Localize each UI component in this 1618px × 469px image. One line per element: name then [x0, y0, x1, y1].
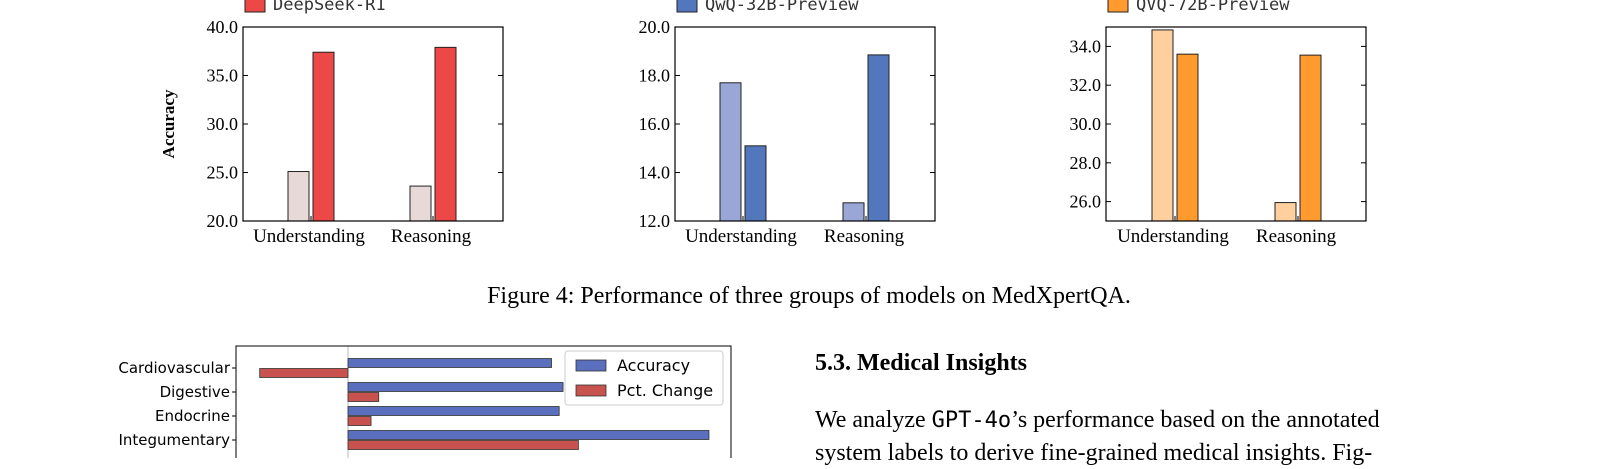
section-paragraph: We analyze GPT-4o’s performance based on…	[815, 404, 1475, 469]
chart-legend: QVQ-72B-Preview	[1107, 0, 1290, 15]
y-tick-label: 18.0	[639, 66, 671, 86]
section-title: 5.3. Medical Insights	[815, 350, 1028, 376]
chart-legend: Accuracy Pct. Change	[564, 350, 724, 406]
hbar-integumentary-accuracy	[347, 430, 710, 440]
chart-legend: DeepSeek-R1	[244, 0, 386, 15]
x-tick-label: Understanding	[253, 226, 365, 247]
bar-chart-2: QwQ-32B-Preview 12.0 14.0 16.0 18.0 20.0 Under…	[639, 0, 936, 247]
legend-swatch	[575, 384, 607, 397]
y-tick-label: 25.0	[207, 163, 239, 183]
y-tick-label: 20.0	[639, 17, 671, 37]
bar-reasoning-model	[1299, 54, 1322, 222]
legend-swatch	[1107, 0, 1129, 13]
y-tick-label: 40.0	[207, 17, 239, 37]
bar-reasoning-base	[842, 202, 865, 222]
paragraph-text-start: We analyze	[815, 407, 932, 433]
bar-reasoning-model	[434, 46, 457, 222]
y-tick-label: 26.0	[1070, 192, 1102, 212]
bar-reasoning-base	[409, 185, 432, 222]
y-tick-label: 28.0	[1070, 153, 1102, 173]
hbar-digestive-pct-change	[347, 392, 380, 402]
hbar-digestive-accuracy	[347, 382, 564, 392]
category-label: Endocrine	[155, 407, 230, 425]
plot-frame	[235, 345, 732, 458]
plot-frame	[1105, 26, 1367, 222]
figure-caption: Figure 4: Performance of three groups of…	[487, 283, 1131, 309]
plot-frame	[674, 26, 936, 222]
y-axis-label: Accuracy	[159, 89, 178, 158]
y-tick-label: 20.0	[207, 211, 239, 231]
legend-swatch	[244, 0, 266, 13]
hbar-cardiovascular-pct-change	[259, 368, 349, 378]
model-name: GPT-4o	[931, 408, 1012, 433]
y-tick-label: 32.0	[1070, 75, 1102, 95]
figure-charts: DeepSeek-R1 20.0 25.0 30.0 35.0 40.0 Understan…	[118, 0, 1367, 458]
bar-understanding-base	[287, 171, 310, 222]
horizontal-bar-chart: Cardiovascular Digestive Endocrine Integume…	[118, 345, 732, 458]
x-tick-label: Reasoning	[1256, 226, 1337, 247]
legend-label: Accuracy	[617, 356, 690, 375]
legend-swatch	[575, 359, 607, 372]
y-tick-label: 34.0	[1070, 36, 1102, 56]
x-tick-label: Reasoning	[391, 226, 472, 247]
y-tick-label: 16.0	[639, 114, 671, 134]
y-tick-label: 12.0	[639, 211, 671, 231]
bar-understanding-model	[312, 51, 335, 222]
category-label: Cardiovascular	[118, 359, 230, 377]
category-label: Integumentary	[118, 431, 230, 449]
hbar-cardiovascular-accuracy	[347, 358, 552, 368]
legend-label: DeepSeek-R1	[273, 0, 386, 15]
category-label: Digestive	[160, 383, 230, 401]
legend-label: Pct. Change	[617, 381, 713, 400]
legend-label: QwQ-32B-Preview	[705, 0, 859, 15]
legend-label: QVQ-72B-Preview	[1136, 0, 1290, 15]
hbar-integumentary-pct-change	[347, 440, 579, 450]
bar-chart-1: DeepSeek-R1 20.0 25.0 30.0 35.0 40.0 Understan…	[159, 0, 504, 247]
bar-understanding-base	[1151, 29, 1174, 222]
y-tick-label: 35.0	[207, 66, 239, 86]
paragraph-text-end: ’s performance based on the annotated	[1011, 407, 1380, 433]
x-tick-label: Reasoning	[824, 226, 905, 247]
hbar-endocrine-pct-change	[347, 416, 372, 426]
chart-legend: QwQ-32B-Preview	[676, 0, 859, 15]
y-tick-label: 30.0	[207, 114, 239, 134]
bar-reasoning-base	[1274, 202, 1297, 222]
legend-swatch	[676, 0, 698, 13]
x-tick-label: Understanding	[685, 226, 797, 247]
bar-chart-3: QVQ-72B-Preview 26.0 28.0 30.0 32.0 34.0 Under…	[1070, 0, 1367, 247]
x-tick-label: Understanding	[1117, 226, 1229, 247]
page: DeepSeek-R1 20.0 25.0 30.0 35.0 40.0 Understan…	[118, 0, 1380, 466]
bar-understanding-base	[719, 82, 742, 222]
hbar-endocrine-accuracy	[347, 406, 560, 416]
paragraph-line-2: system labels to derive fine-grained med…	[815, 440, 1373, 466]
bar-understanding-model	[744, 145, 767, 222]
bar-understanding-model	[1176, 53, 1199, 222]
y-tick-label: 14.0	[639, 163, 671, 183]
bar-reasoning-model	[867, 54, 890, 222]
plot-frame	[242, 26, 504, 222]
y-tick-label: 30.0	[1070, 114, 1102, 134]
